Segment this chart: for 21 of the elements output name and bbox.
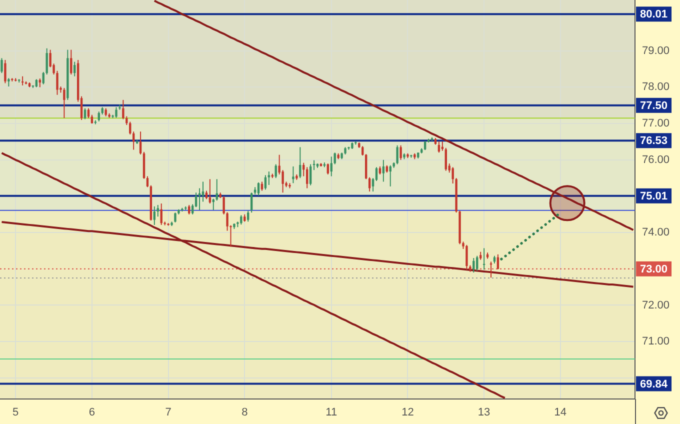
ref-line-label: 80.01 — [640, 8, 668, 21]
ref-line-label: 76.53 — [640, 135, 668, 148]
x-tick-label: 7 — [165, 406, 172, 419]
x-tick-label: 14 — [554, 406, 567, 419]
y-tick-label: 76.00 — [642, 154, 670, 166]
y-tick-label: 78.00 — [642, 81, 670, 94]
x-tick-label: 11 — [326, 406, 338, 419]
y-tick-label: 71.00 — [642, 336, 670, 348]
x-tick-label: 13 — [478, 406, 490, 419]
x-tick-label: 6 — [88, 406, 96, 419]
ref-line-label: 73.00 — [640, 263, 668, 276]
x-tick-label: 8 — [242, 406, 248, 419]
x-tick-label: 12 — [402, 406, 414, 419]
x-tick-label: 5 — [12, 406, 19, 419]
y-tick-label: 77.00 — [642, 118, 670, 130]
y-tick-label: 74.00 — [642, 226, 670, 239]
ref-line-label: 77.50 — [640, 100, 668, 112]
y-tick-label: 79.00 — [642, 44, 670, 57]
y-tick-label: 72.00 — [642, 299, 670, 312]
ref-line-label: 69.84 — [640, 378, 668, 390]
ref-line-label: 75.01 — [640, 190, 668, 202]
